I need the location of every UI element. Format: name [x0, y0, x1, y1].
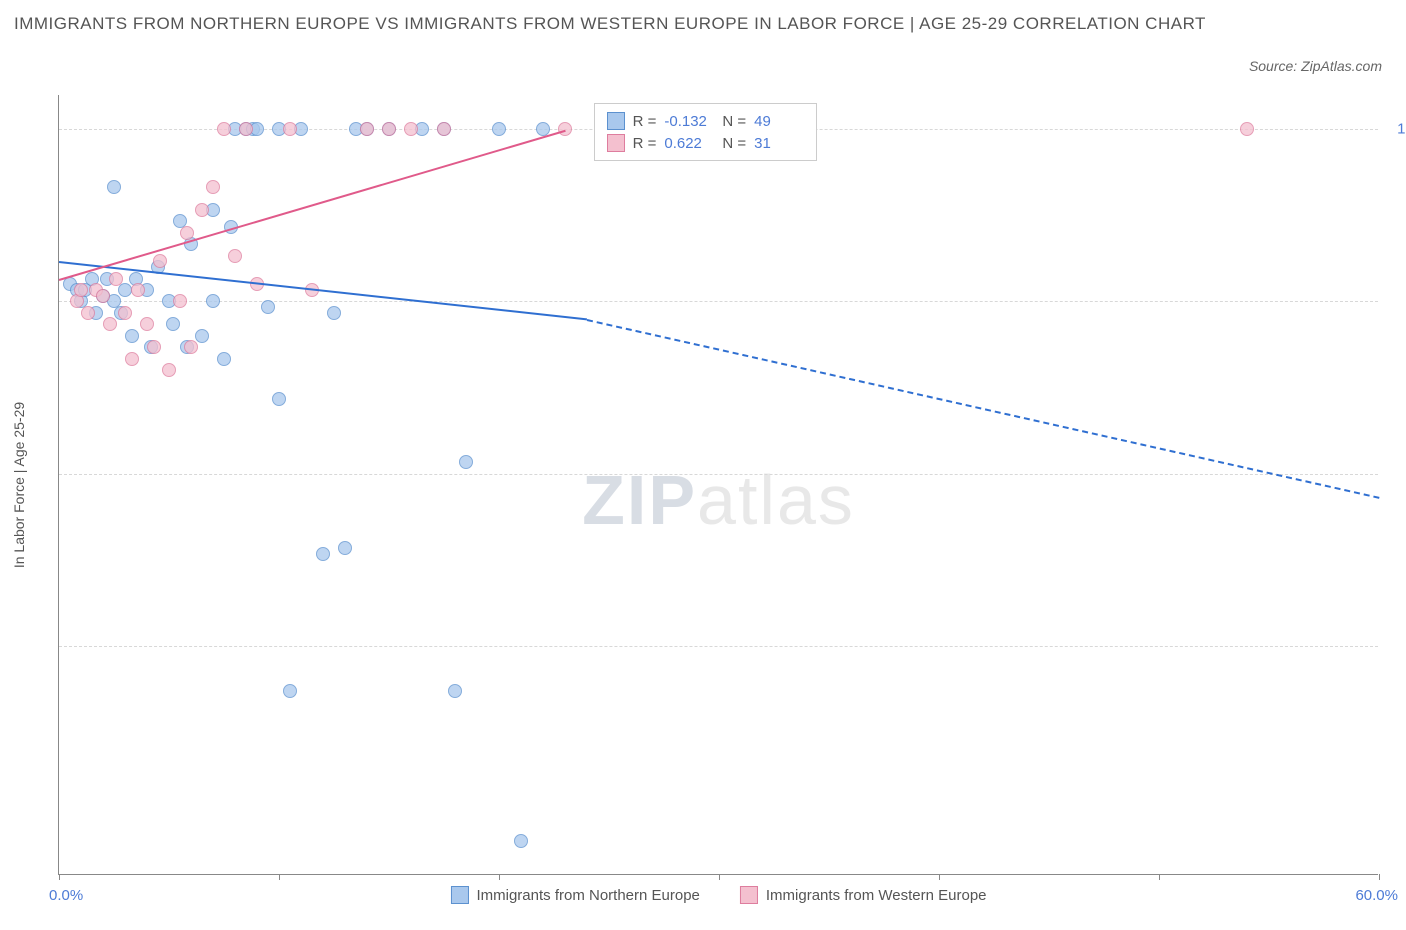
data-point: [492, 122, 506, 136]
data-point: [217, 352, 231, 366]
data-point: [206, 294, 220, 308]
data-point: [283, 122, 297, 136]
stats-r-value: -0.132: [664, 113, 714, 130]
data-point: [272, 392, 286, 406]
data-point: [153, 254, 167, 268]
legend-swatch: [740, 886, 758, 904]
x-tick: [59, 874, 60, 880]
trend-line: [59, 129, 566, 280]
y-tick-label: 100.0%: [1388, 121, 1406, 138]
y-axis-title: In Labor Force | Age 25-29: [11, 401, 27, 567]
x-tick: [1159, 874, 1160, 880]
data-point: [558, 122, 572, 136]
data-point: [217, 122, 231, 136]
data-point: [338, 541, 352, 555]
stats-r-label: R =: [633, 135, 657, 152]
data-point: [195, 329, 209, 343]
data-point: [239, 122, 253, 136]
y-tick-label: 85.0%: [1388, 293, 1406, 310]
data-point: [316, 547, 330, 561]
y-tick-label: 55.0%: [1388, 637, 1406, 654]
data-point: [107, 180, 121, 194]
data-point: [382, 122, 396, 136]
chart-title: IMMIGRANTS FROM NORTHERN EUROPE VS IMMIG…: [14, 12, 1392, 36]
grid-line: [59, 474, 1378, 475]
x-tick: [719, 874, 720, 880]
stats-n-label: N =: [722, 135, 746, 152]
stats-swatch: [607, 112, 625, 130]
data-point: [283, 684, 297, 698]
stats-r-value: 0.622: [664, 135, 714, 152]
legend-label: Immigrants from Northern Europe: [476, 887, 699, 904]
x-tick: [1379, 874, 1380, 880]
y-tick-label: 70.0%: [1388, 465, 1406, 482]
data-point: [404, 122, 418, 136]
data-point: [206, 180, 220, 194]
grid-line: [59, 646, 1378, 647]
stats-n-value: 49: [754, 113, 804, 130]
x-tick: [499, 874, 500, 880]
stats-swatch: [607, 134, 625, 152]
chart-legend: Immigrants from Northern Europe Immigrant…: [450, 886, 986, 904]
data-point: [1240, 122, 1254, 136]
stats-row: R = 0.622 N = 31: [607, 132, 805, 154]
data-point: [140, 317, 154, 331]
x-tick: [279, 874, 280, 880]
source-attribution: Source: ZipAtlas.com: [1249, 58, 1382, 74]
stats-row: R = -0.132 N = 49: [607, 110, 805, 132]
data-point: [261, 300, 275, 314]
scatter-chart: In Labor Force | Age 25-29 ZIPatlas 100.…: [58, 95, 1378, 875]
grid-line: [59, 301, 1378, 302]
data-point: [162, 363, 176, 377]
data-point: [109, 272, 123, 286]
data-point: [180, 226, 194, 240]
x-axis-min-label: 0.0%: [49, 887, 83, 904]
data-point: [96, 289, 110, 303]
data-point: [147, 340, 161, 354]
data-point: [103, 317, 117, 331]
data-point: [437, 122, 451, 136]
data-point: [74, 283, 88, 297]
watermark: ZIPatlas: [582, 460, 855, 540]
data-point: [166, 317, 180, 331]
data-point: [459, 455, 473, 469]
data-point: [118, 283, 132, 297]
data-point: [184, 340, 198, 354]
legend-label: Immigrants from Western Europe: [766, 887, 987, 904]
data-point: [360, 122, 374, 136]
legend-swatch: [450, 886, 468, 904]
legend-item: Immigrants from Northern Europe: [450, 886, 699, 904]
stats-n-label: N =: [722, 113, 746, 130]
stats-n-value: 31: [754, 135, 804, 152]
data-point: [131, 283, 145, 297]
trend-line: [587, 319, 1379, 499]
stats-r-label: R =: [633, 113, 657, 130]
x-tick: [939, 874, 940, 880]
data-point: [125, 352, 139, 366]
data-point: [81, 306, 95, 320]
data-point: [514, 834, 528, 848]
legend-item: Immigrants from Western Europe: [740, 886, 987, 904]
data-point: [448, 684, 462, 698]
x-axis-max-label: 60.0%: [1355, 887, 1398, 904]
data-point: [118, 306, 132, 320]
correlation-stats-box: R = -0.132 N = 49 R = 0.622 N = 31: [594, 103, 818, 161]
data-point: [228, 249, 242, 263]
data-point: [327, 306, 341, 320]
data-point: [125, 329, 139, 343]
data-point: [173, 294, 187, 308]
data-point: [195, 203, 209, 217]
